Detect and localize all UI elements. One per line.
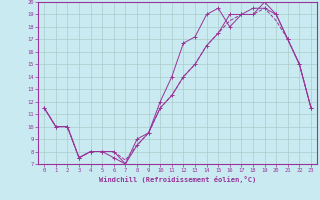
- X-axis label: Windchill (Refroidissement éolien,°C): Windchill (Refroidissement éolien,°C): [99, 176, 256, 183]
